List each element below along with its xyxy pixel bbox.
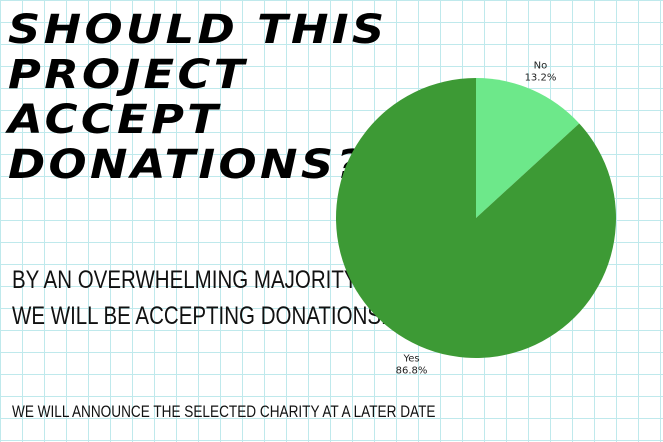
subtitle-line: WE WILL BE ACCEPTING DONATIONS! (12, 302, 387, 330)
title-line: PROJECT (8, 52, 248, 98)
pie-slice (476, 78, 580, 218)
title: SHOULD THIS PROJECT ACCEPT DONATIONS? (8, 8, 384, 188)
title-line: SHOULD THIS (8, 7, 388, 53)
slice-value-label: 13.2% (525, 73, 557, 84)
pie-slice (336, 78, 616, 358)
subtitle-line: BY AN OVERWHELMING MAJORITY, (12, 266, 361, 294)
annotation: WE WILL ANNOUNCE THE SELECTED CHARITY AT… (12, 402, 436, 421)
slice-label: No (534, 61, 548, 72)
slice-label: Yes (402, 353, 419, 364)
slice-value-label: 86.8% (396, 365, 428, 376)
title-line: DONATIONS? (8, 142, 366, 188)
subtitle: BY AN OVERWHELMING MAJORITY, WE WILL BE A… (12, 262, 469, 334)
title-line: ACCEPT (8, 97, 222, 143)
